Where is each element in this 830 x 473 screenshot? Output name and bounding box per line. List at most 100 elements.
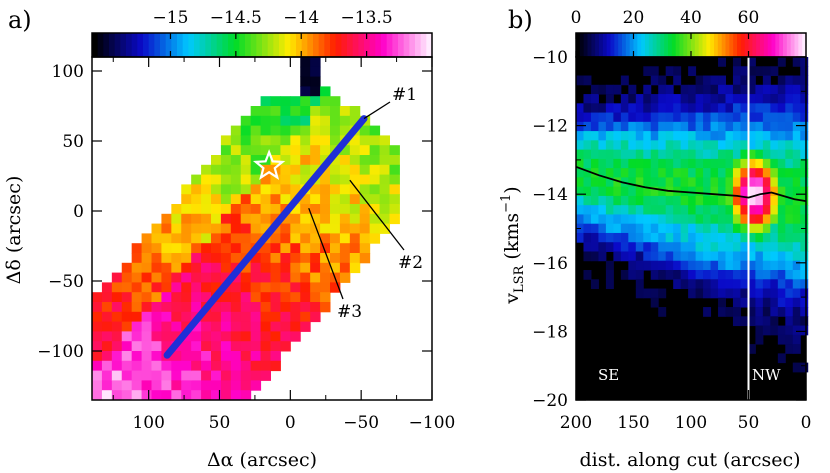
heatmap-cell xyxy=(181,253,192,264)
panel-a-y-tick-label: −100 xyxy=(37,342,84,362)
heatmap-cell xyxy=(349,145,361,156)
heatmap-cell xyxy=(121,302,133,313)
heatmap-cell xyxy=(330,223,341,234)
heatmap-cell xyxy=(310,282,321,293)
panel-a-colorbar-swatch xyxy=(341,33,348,57)
panel-a-colorbar-swatch xyxy=(301,33,308,57)
heatmap-cell xyxy=(280,262,291,274)
heatmap-cell xyxy=(290,164,301,176)
label-nw: NW xyxy=(752,366,781,384)
heatmap-cell xyxy=(240,292,252,303)
heatmap-cell xyxy=(800,279,809,290)
heatmap-cell xyxy=(201,370,212,381)
heatmap-cell xyxy=(762,297,771,308)
heatmap-cell xyxy=(240,351,252,362)
heatmap-cell xyxy=(181,223,192,234)
heatmap-cell xyxy=(270,321,281,332)
heatmap-cell xyxy=(800,84,809,95)
heatmap-cell xyxy=(777,232,786,243)
panel-b-colorbar-swatch xyxy=(710,33,715,57)
heatmap-cell xyxy=(320,174,331,185)
heatmap-cell xyxy=(658,232,667,243)
heatmap-cell xyxy=(201,390,212,401)
heatmap-cell xyxy=(777,260,786,271)
heatmap-cell xyxy=(270,341,281,352)
heatmap-cell xyxy=(680,270,689,280)
heatmap-cell xyxy=(695,223,704,234)
heatmap-cell xyxy=(300,223,311,234)
panel-a-colorbar-swatch xyxy=(245,33,252,57)
heatmap-cell xyxy=(718,112,726,123)
heatmap-cell xyxy=(171,262,182,274)
heatmap-cell xyxy=(613,214,622,225)
panel-a-colorbar-swatch xyxy=(284,33,291,57)
heatmap-cell xyxy=(628,195,637,206)
heatmap-cell xyxy=(605,242,614,252)
heatmap-cell xyxy=(785,84,794,95)
heatmap-cell xyxy=(725,186,734,197)
panel-b-colorbar-ticks: 0 20 40 60 xyxy=(571,8,759,57)
heatmap-cell xyxy=(762,94,771,104)
heatmap-cell xyxy=(800,325,809,336)
heatmap-cell xyxy=(718,75,726,86)
heatmap-cell xyxy=(605,158,614,169)
panel-a-colorbar-swatch xyxy=(250,33,257,57)
panel-a-colorbar-swatch xyxy=(267,33,274,57)
heatmap-cell xyxy=(270,233,281,244)
heatmap-cell xyxy=(379,174,390,185)
heatmap-cell xyxy=(613,232,622,243)
heatmap-cell xyxy=(718,57,726,67)
heatmap-cell xyxy=(171,390,182,401)
panel-b-colorbar-tick-label: 0 xyxy=(571,8,582,28)
heatmap-cell xyxy=(161,292,172,303)
heatmap-cell xyxy=(121,282,133,293)
heatmap-cell xyxy=(191,243,202,254)
heatmap-cell xyxy=(762,270,771,280)
heatmap-cell xyxy=(111,331,123,342)
heatmap-cell xyxy=(92,351,103,362)
heatmap-cell xyxy=(240,302,252,313)
heatmap-cell xyxy=(320,86,331,97)
heatmap-cell xyxy=(201,184,212,195)
heatmap-cell xyxy=(250,184,262,195)
heatmap-cell xyxy=(270,253,281,264)
heatmap-cell xyxy=(718,94,726,104)
heatmap-cell xyxy=(605,84,614,95)
heatmap-cell xyxy=(131,390,143,401)
panel-b-colorbar-swatch xyxy=(622,33,627,57)
heatmap-cell xyxy=(740,131,749,141)
heatmap-cell xyxy=(270,174,281,185)
heatmap-cell xyxy=(792,140,801,151)
heatmap-cell xyxy=(250,135,262,146)
panel-b-colorbar-swatch xyxy=(633,33,638,57)
heatmap-cell xyxy=(230,174,242,185)
heatmap-cell xyxy=(620,168,629,178)
heatmap-cell xyxy=(583,223,592,234)
heatmap-cell xyxy=(695,131,704,141)
heatmap-cell xyxy=(290,135,301,146)
heatmap-cell xyxy=(330,184,341,195)
heatmap-cell xyxy=(250,233,262,244)
heatmap-cell xyxy=(576,186,584,197)
heatmap-cell xyxy=(211,311,222,323)
panel-a-colorbar xyxy=(91,32,433,58)
heatmap-cell xyxy=(732,140,741,151)
panel-b-colorbar-swatch xyxy=(756,33,761,57)
heatmap-cell xyxy=(725,279,734,290)
heatmap-cell xyxy=(628,232,637,243)
heatmap-cell xyxy=(369,135,381,146)
heatmap-cell xyxy=(92,321,103,332)
heatmap-cell xyxy=(628,251,637,262)
heatmap-cell xyxy=(747,177,756,188)
heatmap-cell xyxy=(635,242,644,252)
panel-a-x-tick-label: 100 xyxy=(132,413,164,433)
heatmap-cell xyxy=(220,155,232,166)
heatmap-cell xyxy=(349,106,361,117)
panel-b-colorbar-swatch xyxy=(694,33,700,57)
heatmap-cell xyxy=(92,390,103,401)
heatmap-cell xyxy=(725,251,734,262)
panel-a-y-tick-label: 0 xyxy=(73,202,84,222)
heatmap-cell xyxy=(349,115,361,127)
panel-b-colorbar-swatch xyxy=(802,33,807,57)
panel-b-colorbar-swatch xyxy=(767,33,773,57)
